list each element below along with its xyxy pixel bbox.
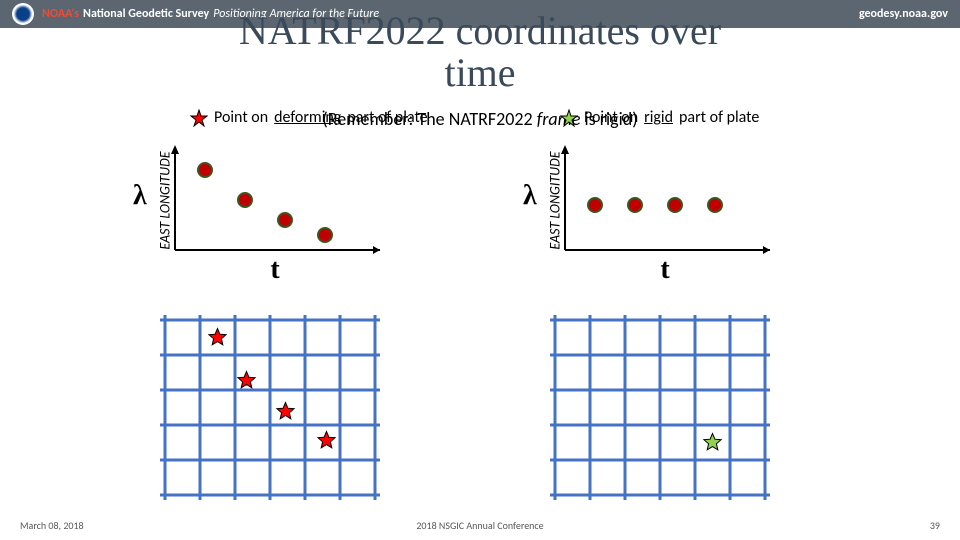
y-axis-label: EAST LONGITUDE — [157, 141, 174, 261]
legend-left-post: part of plate — [347, 108, 427, 127]
grid-right — [545, 310, 775, 510]
star-icon — [560, 109, 578, 127]
legend-right-pre: Point on — [584, 108, 638, 127]
grid-left — [155, 310, 385, 510]
chart-right — [555, 140, 775, 265]
legend-left-under: deforming — [274, 108, 341, 127]
legend-left-pre: Point on — [214, 108, 268, 127]
footer-page: 39 — [930, 519, 940, 532]
lambda-label: λ — [133, 180, 147, 212]
chart-left — [165, 140, 385, 265]
x-axis-label: t — [645, 254, 685, 286]
lambda-label: λ — [523, 180, 537, 212]
legend-right-post: part of plate — [679, 108, 759, 127]
slide-title: NATRF2022 coordinates over time — [0, 10, 960, 94]
footer-conference: 2018 NSGIC Annual Conference — [0, 519, 960, 532]
title-line2: time — [444, 50, 515, 95]
subtitle: (Remember: The NATRF2022 frame is rigid) — [0, 108, 960, 130]
star-icon — [190, 109, 208, 127]
legend-left: Point on deforming part of plate — [190, 108, 428, 127]
legend-right: Point on rigid part of plate — [560, 108, 759, 127]
legend-right-under: rigid — [644, 108, 673, 127]
y-axis-label: EAST LONGITUDE — [547, 141, 564, 261]
title-line1: NATRF2022 coordinates over — [239, 8, 721, 53]
x-axis-label: t — [255, 254, 295, 286]
